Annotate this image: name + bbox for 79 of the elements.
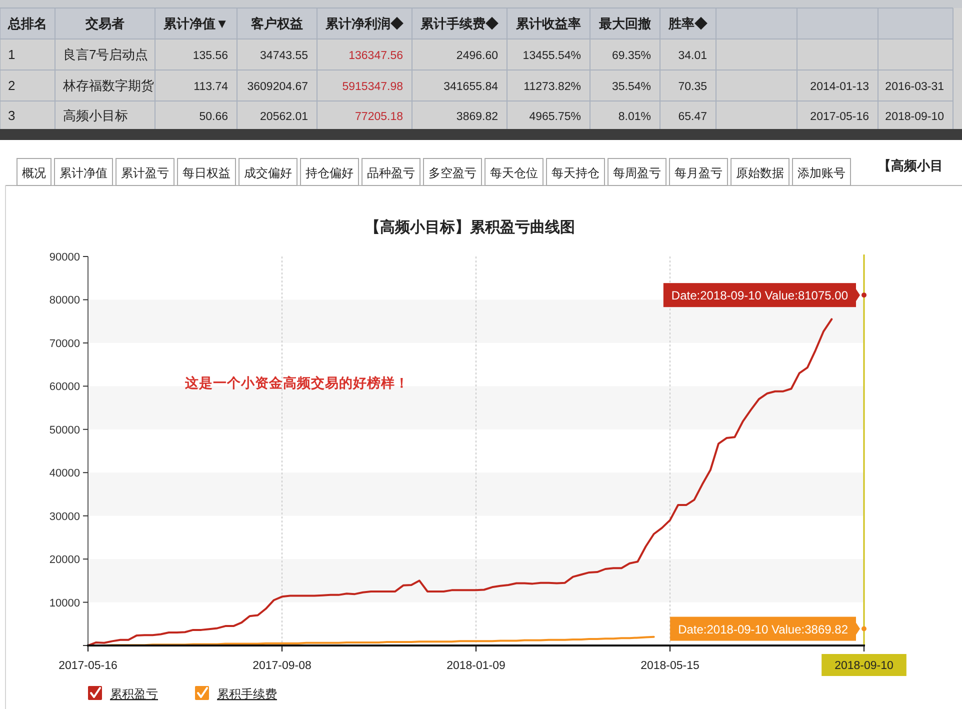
- text: 累计盈亏: [121, 166, 169, 180]
- annotation: Date:2018-09-10 Value:81075.00: [671, 288, 848, 303]
- text: 概况: [22, 166, 46, 180]
- legend-label: 累积盈亏: [110, 687, 158, 701]
- text: 5915347.98: [342, 81, 403, 93]
- x-tick-label: 2018-05-15: [640, 660, 700, 672]
- text: 林存福数字期货: [62, 78, 154, 93]
- text: 70.35: [678, 81, 707, 93]
- text: 每日权益: [182, 166, 230, 180]
- text: 成交偏好: [244, 166, 292, 180]
- text: 每天仓位: [490, 166, 538, 180]
- text: 50.66: [199, 111, 228, 123]
- text: 2016-03-31: [885, 81, 944, 93]
- annotation: Date:2018-09-10 Value:3869.82: [678, 622, 848, 636]
- category-label: 客户权益: [250, 16, 303, 31]
- text: 3609204.67: [247, 81, 308, 93]
- text: 良言7号启动点: [63, 47, 148, 62]
- x-tick-label: 2018-01-09: [446, 660, 506, 672]
- text: 2: [8, 78, 16, 93]
- text: 34.01: [678, 50, 707, 62]
- x-tick-label: 2018-09-10: [834, 660, 894, 672]
- text: 136347.56: [348, 50, 403, 62]
- text: 每月盈亏: [674, 166, 722, 180]
- y-tick-label: 80000: [49, 294, 80, 307]
- text: 65.47: [678, 111, 707, 123]
- text: 8.01%: [618, 111, 651, 123]
- text: 4965.75%: [529, 111, 581, 123]
- y-tick-label: 70000: [49, 338, 80, 350]
- text: 持仓偏好: [306, 166, 354, 180]
- text: 每周盈亏: [613, 166, 661, 180]
- text: 69.35%: [612, 50, 651, 62]
- category-label: 最大回撤: [598, 16, 651, 31]
- text: 1: [8, 47, 16, 62]
- y-tick-label: 60000: [49, 381, 80, 394]
- text: 20562.01: [260, 111, 308, 123]
- category-label: 累计净利润◆: [324, 16, 404, 31]
- text: 累计净值: [60, 166, 108, 180]
- text: 原始数据: [736, 166, 784, 180]
- text: 3: [8, 108, 16, 123]
- chart-title: 【高频小目标】累积盈亏曲线图: [365, 218, 575, 236]
- text: 【高频小目: [878, 158, 943, 173]
- legend-label: 累积手续费: [217, 687, 277, 701]
- text: 77205.18: [355, 111, 403, 123]
- x-tick-label: 2017-05-16: [58, 660, 118, 672]
- text: 3869.82: [456, 111, 498, 123]
- y-tick-label: 40000: [49, 468, 80, 480]
- text: 13455.54%: [522, 50, 581, 62]
- text: 135.56: [192, 50, 228, 62]
- text: 添加账号: [798, 166, 846, 180]
- category-label: 总排名: [7, 16, 47, 31]
- category-label: 交易者: [84, 16, 124, 31]
- text: 多空盈亏: [428, 166, 476, 180]
- tooltip: Date:2018-09-10 Value:81075.00: [663, 283, 860, 308]
- text: 35.54%: [612, 81, 651, 93]
- text: 34743.55: [260, 50, 308, 62]
- annotation: 这是一个小资金高频交易的好榜样！: [184, 374, 409, 390]
- text: 2496.60: [456, 50, 498, 62]
- legend-item: 累积手续费: [195, 686, 277, 701]
- text: 2018-09-10: [885, 111, 944, 123]
- text: 品种盈亏: [367, 166, 415, 180]
- y-tick-label: 30000: [49, 510, 80, 523]
- text: 高频小目标: [63, 108, 128, 123]
- y-tick-label: 50000: [49, 424, 80, 436]
- category-label: 累计净值▼: [162, 16, 228, 31]
- text: 113.74: [194, 81, 229, 93]
- y-tick-label: 20000: [49, 554, 80, 566]
- text: 2014-01-13: [810, 81, 869, 93]
- legend-item: 累积盈亏: [88, 686, 158, 701]
- y-tick-label: 10000: [49, 597, 80, 610]
- x-tick-label: 2017-09-08: [252, 660, 312, 672]
- text: 11273.82%: [524, 81, 581, 93]
- y-tick-label: 90000: [49, 252, 80, 264]
- text: 341655.84: [444, 81, 499, 93]
- text: 2017-05-16: [810, 111, 869, 123]
- tooltip: Date:2018-09-10 Value:3869.82: [670, 616, 860, 641]
- text: 每天持仓: [552, 166, 600, 180]
- category-label: 累计手续费◆: [420, 16, 498, 31]
- category-label: 累计收益率: [515, 16, 581, 31]
- category-label: 胜率◆: [668, 16, 708, 31]
